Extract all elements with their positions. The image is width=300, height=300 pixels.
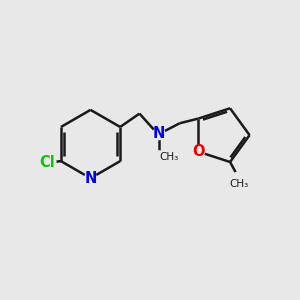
Text: Cl: Cl <box>40 155 56 170</box>
Text: N: N <box>84 171 97 186</box>
Text: O: O <box>192 144 205 159</box>
Text: CH₃: CH₃ <box>160 152 179 161</box>
Circle shape <box>232 172 245 185</box>
Circle shape <box>153 128 165 140</box>
Text: N: N <box>153 126 165 141</box>
Circle shape <box>39 154 56 171</box>
Circle shape <box>152 151 166 164</box>
Circle shape <box>85 172 97 184</box>
Text: CH₃: CH₃ <box>230 179 249 189</box>
Circle shape <box>193 146 204 158</box>
